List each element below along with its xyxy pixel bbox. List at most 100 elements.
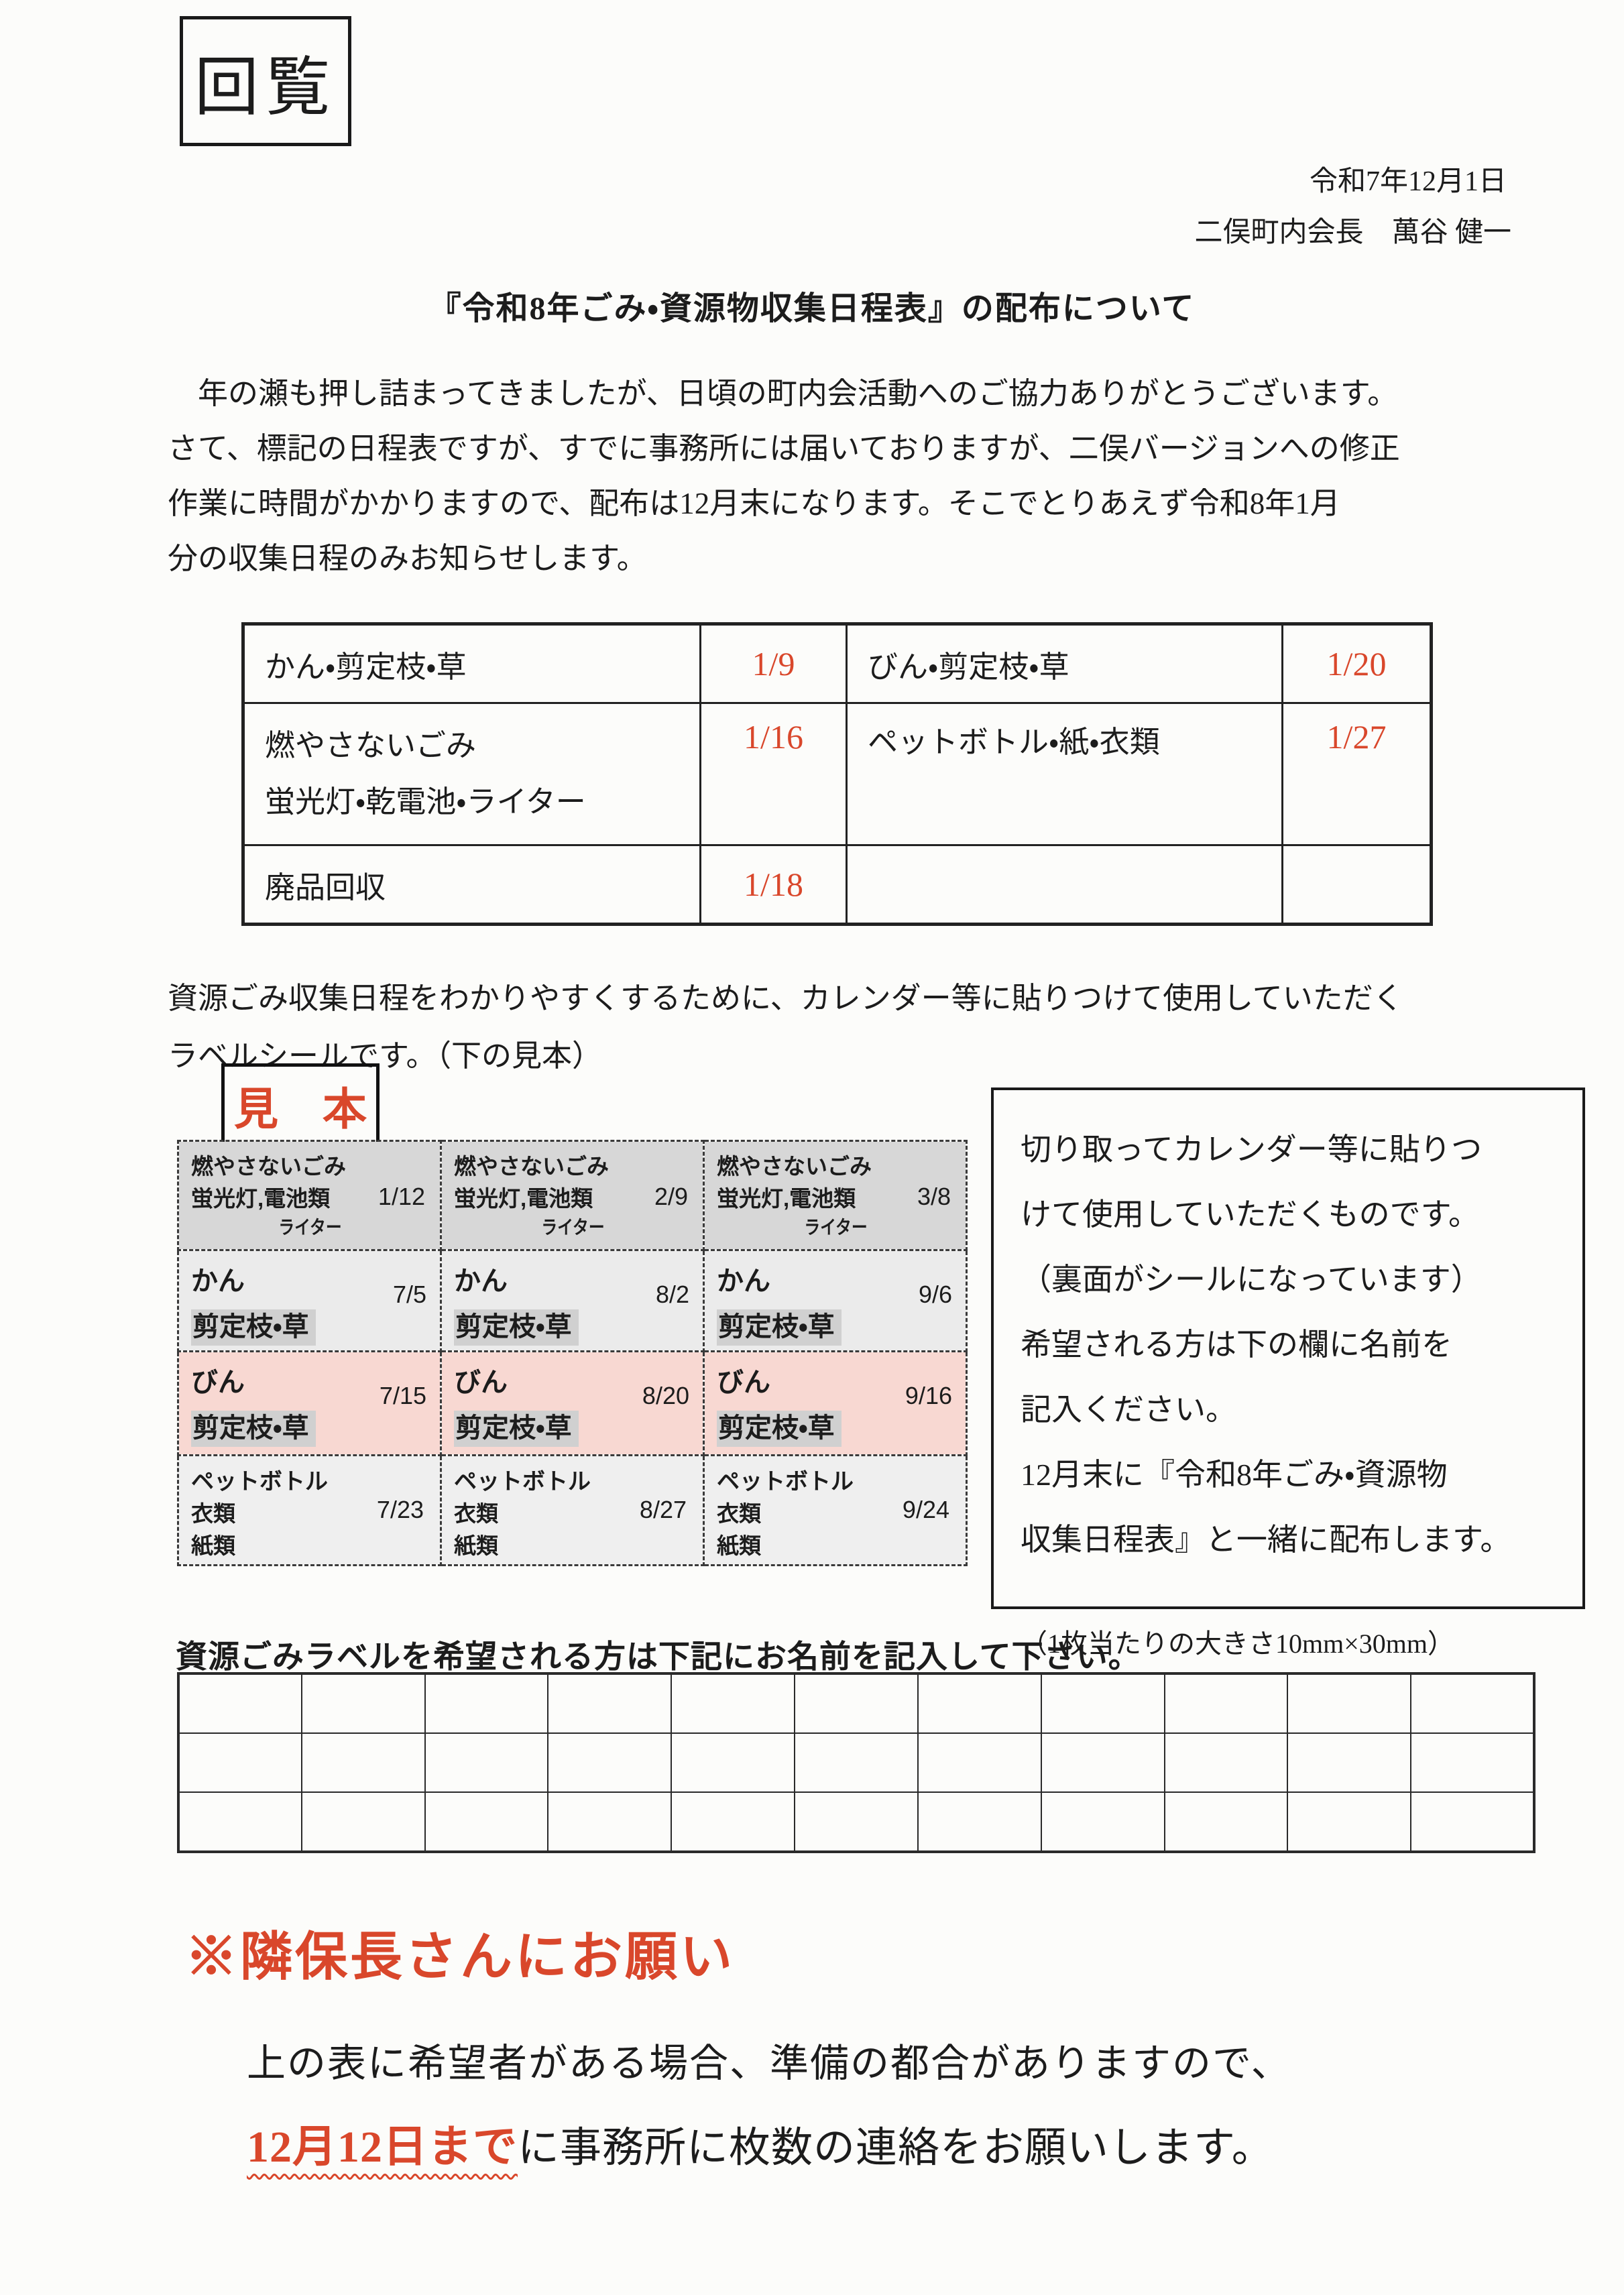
label-name: ペットボトル — [717, 1469, 854, 1494]
name-grid-cell — [794, 1732, 919, 1793]
name-entry-grid — [177, 1672, 1535, 1853]
name-grid-cell — [1287, 1673, 1412, 1734]
sample-label-cell: びん 剪定枝・草 9/16 — [703, 1350, 968, 1456]
label-name: 剪定枝・草 — [191, 1309, 316, 1346]
schedule-item: かん・剪定枝・草 — [242, 623, 701, 704]
label-name: 蛍光灯,電池類 — [717, 1186, 856, 1211]
deadline-text: 12月12日まで — [247, 2123, 518, 2172]
name-grid-cell — [1163, 1791, 1289, 1852]
notice-heading: ※隣保長さんにお願い — [185, 1928, 736, 1986]
paragraph-line: 作業に時間がかかりますので、配布は12月末になります。そこでとりあえず令和8年1… — [168, 487, 1340, 520]
schedule-date: 1/16 — [699, 702, 848, 846]
sample-label-cell: ペットボトル 衣類 7/23 紙類 — [177, 1454, 442, 1566]
notice-line-rest: に事務所に枚数の連絡をお願いします。 — [518, 2125, 1274, 2171]
name-grid-cell — [300, 1732, 426, 1793]
name-grid-cell — [424, 1791, 549, 1852]
sample-label-cell: 燃やさないごみ 蛍光灯,電池類 1/12 ライター — [177, 1140, 442, 1251]
label-name: 衣類 — [191, 1501, 235, 1526]
page-title: 『令和8年ごみ・資源物収集日程表』の配布について — [428, 291, 1196, 327]
kairan-label: 回覧 — [194, 51, 337, 123]
table-row: 燃やさないごみ 蛍光灯・乾電池・ライター 1/16 ペットボトル・紙・衣類 1/… — [242, 702, 1432, 846]
paragraph-line: さて、標記の日程表ですが、すでに事務所には届いておりますが、二俣バージョンへの修… — [168, 432, 1400, 465]
sample-intro-line: ラベルシールです。（下の見本） — [168, 1039, 603, 1073]
info-line: 12月末に『令和8年ごみ・資源物 — [1021, 1458, 1448, 1492]
label-date: 9/24 — [902, 1496, 949, 1523]
label-row-bin: びん 剪定枝・草 7/15 びん 剪定枝・草 8/20 びん 剪定枝・草 9/1… — [177, 1350, 968, 1456]
name-grid-cell — [1163, 1673, 1289, 1734]
info-line: 切り取ってカレンダー等に貼りつ — [1021, 1132, 1483, 1167]
info-line: 収集日程表』と一緒に配布します。 — [1021, 1523, 1511, 1557]
label-name: かん — [191, 1267, 245, 1296]
request-line: 資源ごみラベルを希望される方は下記にお名前を記入して下さい。 — [176, 1640, 1141, 1675]
name-grid-cell — [424, 1673, 549, 1734]
name-grid-cell — [794, 1673, 919, 1734]
name-grid-cell — [1040, 1673, 1165, 1734]
sample-label-cell: ペットボトル 衣類 8/27 紙類 — [440, 1454, 705, 1566]
label-date: 8/27 — [639, 1496, 687, 1523]
sample-label-cell: ペットボトル 衣類 9/24 紙類 — [703, 1454, 968, 1566]
label-name: ペットボトル — [454, 1469, 591, 1494]
label-name: びん — [717, 1368, 770, 1397]
label-date: 7/23 — [376, 1496, 424, 1523]
schedule-date — [1281, 844, 1432, 925]
name-grid-cell — [1040, 1791, 1165, 1852]
name-grid-cell — [178, 1732, 302, 1793]
label-name: 剪定枝・草 — [717, 1309, 842, 1346]
info-line: （裏面がシールになっています） — [1021, 1262, 1482, 1297]
sample-intro: 資源ごみ収集日程をわかりやすくするために、カレンダー等に貼りつけて使用していただ… — [168, 969, 1576, 1085]
name-grid-cell — [671, 1673, 796, 1734]
author-line: 二俣町内会長 萬谷 健一 — [1194, 217, 1511, 248]
label-name: ペットボトル — [191, 1469, 328, 1494]
name-grid-cell — [547, 1791, 673, 1852]
label-name: 紙類 — [191, 1533, 235, 1558]
label-name: かん — [454, 1267, 508, 1296]
label-name: ライター — [278, 1217, 342, 1238]
schedule-date: 1/9 — [699, 623, 848, 704]
label-date: 3/8 — [917, 1183, 951, 1210]
schedule-date: 1/20 — [1281, 623, 1432, 704]
sample-intro-line: 資源ごみ収集日程をわかりやすくするために、カレンダー等に貼りつけて使用していただ… — [168, 982, 1403, 1015]
paragraph-line: 年の瀬も押し詰まってきましたが、日頃の町内会活動へのご協力ありがとうございます。 — [168, 377, 1398, 410]
label-name: 衣類 — [717, 1501, 761, 1526]
label-date: 8/20 — [642, 1382, 689, 1409]
label-name: びん — [191, 1368, 245, 1397]
name-grid-row — [178, 1732, 1535, 1793]
label-name: びん — [454, 1368, 508, 1397]
label-date: 8/2 — [655, 1281, 689, 1308]
sample-label-cell: かん 剪定枝・草 8/2 — [440, 1249, 705, 1352]
info-line: 希望される方は下の欄に名前を — [1021, 1328, 1452, 1362]
body-paragraph: 年の瀬も押し詰まってきましたが、日頃の町内会活動へのご協力ありがとうございます。… — [168, 366, 1576, 586]
info-box: 切り取ってカレンダー等に貼りつ けて使用していただくものです。 （裏面がシールに… — [991, 1087, 1585, 1659]
sample-label-grid: 燃やさないごみ 蛍光灯,電池類 1/12 ライター 燃やさないごみ 蛍光灯,電池類… — [177, 1140, 968, 1566]
label-name: 蛍光灯,電池類 — [454, 1186, 593, 1211]
name-grid-cell — [1410, 1673, 1535, 1734]
sample-label-cell: びん 剪定枝・草 7/15 — [177, 1350, 442, 1456]
info-line: けて使用していただくものです。 — [1021, 1197, 1480, 1232]
name-grid-cell — [300, 1673, 426, 1734]
name-grid-cell — [917, 1673, 1042, 1734]
label-name: 紙類 — [454, 1533, 498, 1558]
schedule-table: かん・剪定枝・草 1/9 びん・剪定枝・草 1/20 燃やさないごみ 蛍光灯・乾… — [241, 622, 1433, 926]
schedule-item-line: 燃やさないごみ — [265, 729, 477, 762]
sample-label-cell: びん 剪定枝・草 8/20 — [440, 1350, 705, 1456]
label-name: 剪定枝・草 — [717, 1411, 842, 1447]
schedule-date: 1/27 — [1281, 702, 1432, 846]
label-name: 剪定枝・草 — [191, 1411, 316, 1447]
label-name: 剪定枝・草 — [454, 1309, 579, 1346]
schedule-item: びん・剪定枝・草 — [846, 623, 1283, 704]
label-name: 紙類 — [717, 1533, 761, 1558]
name-grid-cell — [1040, 1732, 1165, 1793]
mihon-stamp: 見 本 — [221, 1063, 380, 1148]
sample-label-cell: かん 剪定枝・草 7/5 — [177, 1249, 442, 1352]
schedule-item: ペットボトル・紙・衣類 — [846, 702, 1283, 846]
name-grid-cell — [671, 1732, 796, 1793]
schedule-date: 1/18 — [699, 844, 848, 925]
notice-line: 上の表に希望者がある場合、準備の都合がありますので、 — [247, 2042, 1291, 2085]
name-grid-cell — [547, 1732, 673, 1793]
name-grid-cell — [1163, 1732, 1289, 1793]
label-row-pet: ペットボトル 衣類 7/23 紙類 ペットボトル 衣類 8/27 紙類 ペットボトル… — [177, 1454, 968, 1566]
table-row: 廃品回収 1/18 — [242, 844, 1432, 925]
name-grid-cell — [424, 1732, 549, 1793]
name-grid-cell — [300, 1791, 426, 1852]
label-date: 7/5 — [392, 1281, 426, 1308]
